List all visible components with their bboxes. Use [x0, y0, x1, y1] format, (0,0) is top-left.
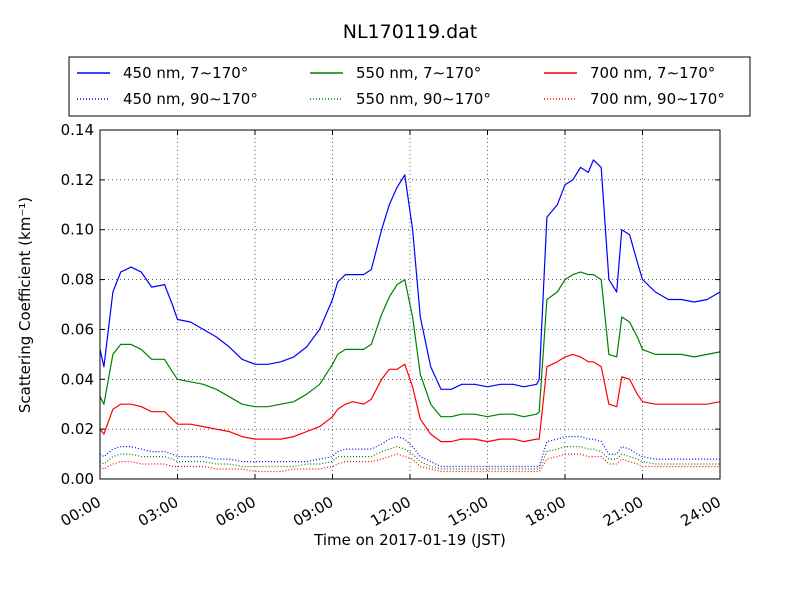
x-tick-label: 15:00 [445, 493, 491, 530]
legend-label-6: 700 nm, 90∼170° [590, 90, 725, 108]
plot-area: 00:00 03:00 06:00 09:00 12:00 15:00 18:00 21:00… [58, 121, 724, 530]
legend-label-1: 450 nm, 7∼170° [123, 64, 248, 82]
x-tick-label: 09:00 [290, 493, 336, 530]
legend-label-3: 700 nm, 7∼170° [590, 64, 715, 82]
y-tick-label: 0.00 [61, 470, 94, 488]
grid [100, 130, 720, 479]
series-line-1 [99, 159, 721, 390]
series-line-4 [99, 436, 720, 468]
x-tick-label: 24:00 [678, 493, 724, 530]
x-tick-label: 03:00 [135, 493, 181, 530]
legend-box [68, 56, 751, 117]
series-line-2 [99, 271, 721, 418]
legend-label-4: 450 nm, 90∼170° [123, 90, 258, 108]
y-axis-label: Scattering Coefficient (km⁻¹) [16, 197, 34, 413]
legend-label-5: 550 nm, 90∼170° [356, 90, 491, 108]
series-line-6 [99, 453, 720, 473]
y-tick-label: 0.06 [61, 320, 94, 338]
chart-title: NL170119.dat [343, 21, 478, 43]
series-line-3 [99, 353, 721, 443]
x-tick-label: 00:00 [58, 493, 104, 530]
y-tick-label: 0.08 [61, 271, 94, 289]
y-tick-label: 0.10 [61, 221, 94, 239]
x-tick-label: 21:00 [600, 493, 646, 530]
legend-label-2: 550 nm, 7∼170° [356, 64, 481, 82]
x-tick-label: 18:00 [523, 493, 569, 530]
y-tick-label: 0.04 [61, 370, 94, 388]
series-layer [99, 159, 721, 473]
x-tick-label: 06:00 [213, 493, 259, 530]
x-tick-label: 12:00 [368, 493, 414, 530]
y-tick-label: 0.12 [61, 171, 94, 189]
legend: 450 nm, 7∼170° 550 nm, 7∼170° 700 nm, 7∼17… [68, 56, 751, 117]
y-tick-label: 0.02 [61, 420, 94, 438]
y-tick-label: 0.14 [61, 121, 94, 139]
x-axis-label: Time on 2017-01-19 (JST) [313, 531, 506, 549]
